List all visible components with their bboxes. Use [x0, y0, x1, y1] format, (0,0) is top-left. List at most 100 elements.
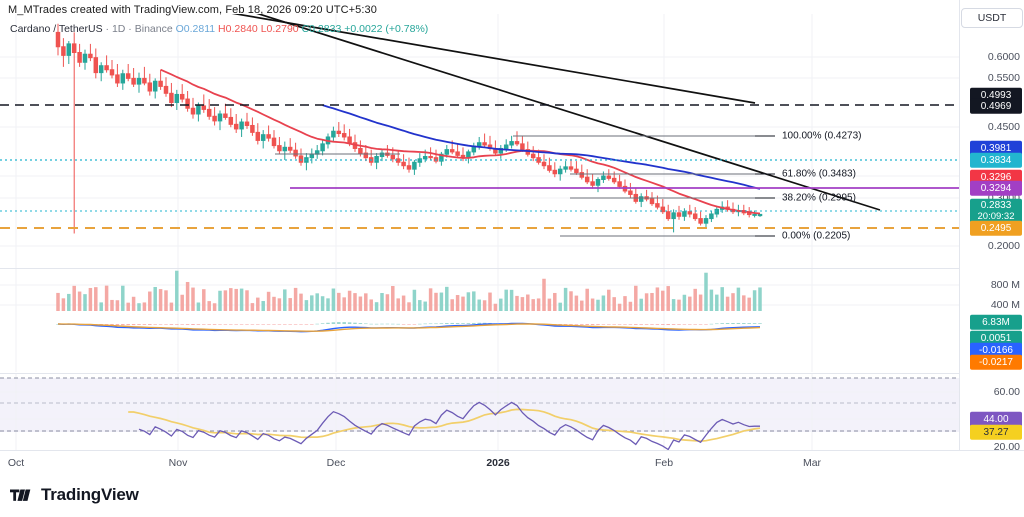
- candle-body: [703, 218, 709, 224]
- macd-histogram-bar: [666, 324, 670, 326]
- time-axis[interactable]: Oct Nov Dec 2026 Feb Mar: [0, 450, 1024, 477]
- macd-histogram-bar: [374, 323, 379, 325]
- axis-tick-0.4500: 0.4500: [987, 121, 1020, 133]
- volume-bar: [380, 293, 384, 311]
- candle-body: [757, 213, 763, 217]
- macd-histogram-bar: [407, 324, 411, 325]
- price-tag-0.4993[interactable]: 0.4993: [970, 87, 1022, 103]
- volume-bar: [423, 301, 427, 311]
- trendline-lower[interactable]: [240, 14, 881, 211]
- volume-bar: [180, 294, 184, 311]
- macd-histogram-bar: [655, 324, 660, 325]
- volume-bar: [104, 285, 109, 311]
- macd-histogram-bar: [466, 323, 471, 324]
- indicator-tag-0.0051[interactable]: 0.0051: [970, 330, 1022, 346]
- symbol-interval[interactable]: 1D: [111, 23, 126, 35]
- macd-histogram-bar: [693, 324, 697, 325]
- volume-bar: [88, 287, 93, 311]
- candle-body: [120, 73, 126, 84]
- price-tag-0.2495[interactable]: 0.2495: [970, 220, 1022, 236]
- candle-body: [439, 153, 444, 162]
- volume-bar: [412, 289, 417, 311]
- indicator-tag-6.83M[interactable]: 6.83M: [970, 314, 1022, 330]
- macd-histogram-bar: [439, 323, 444, 324]
- volume-bar: [299, 293, 303, 311]
- macd-histogram-bar: [682, 324, 687, 325]
- indicator-tag--0.0217[interactable]: -0.0217: [970, 354, 1022, 370]
- macd-histogram-bar: [266, 324, 271, 325]
- volume-bar: [207, 301, 211, 311]
- macd-histogram-bar: [229, 324, 233, 325]
- macd-histogram-bar: [353, 322, 357, 324]
- candle-body: [401, 161, 406, 167]
- volume-bar: [83, 294, 87, 311]
- candle-body: [260, 134, 266, 141]
- axis-tick-0.5500: 0.5500: [987, 72, 1020, 84]
- currency-badge[interactable]: USDT: [961, 8, 1023, 28]
- macd-histogram-bar: [671, 324, 676, 325]
- candle-body: [174, 93, 180, 103]
- candle-body: [196, 105, 201, 115]
- symbol-name[interactable]: Cardano / TetherUS: [10, 23, 103, 35]
- candle-body: [98, 65, 104, 74]
- candle-body: [228, 116, 234, 125]
- symbol-ohlc-legend: Cardano / TetherUS · 1D · Binance O0.281…: [10, 23, 429, 35]
- macd-histogram-bar: [234, 324, 238, 325]
- price-tag-0.3834[interactable]: 0.3834: [970, 152, 1022, 168]
- volume-bar: [342, 297, 346, 311]
- volume-bar: [326, 298, 330, 311]
- indicator-tag--0.0166[interactable]: -0.0166: [970, 342, 1022, 358]
- volume-bar: [482, 300, 487, 311]
- macd-histogram-bar: [445, 323, 449, 324]
- time-label-Oct: Oct: [7, 457, 25, 469]
- macd-histogram-bar: [342, 322, 346, 324]
- candle-body: [541, 161, 547, 167]
- volume-bar: [461, 296, 465, 311]
- price-tag-0.2833[interactable]: 0.2833 20:09:32: [970, 198, 1022, 224]
- macd-histogram-bar: [698, 324, 703, 325]
- volume-bar: [245, 290, 249, 311]
- price-tag-0.3981[interactable]: 0.3981: [970, 140, 1022, 156]
- volume-bar: [650, 292, 654, 311]
- price-tag-0.4969[interactable]: 0.4969: [970, 98, 1022, 114]
- price-gridlines: [0, 14, 960, 268]
- candle-body: [147, 82, 153, 92]
- candle-body: [336, 130, 342, 135]
- volume-bar: [347, 290, 352, 311]
- volume-bar: [628, 301, 633, 311]
- price-tag-0.3294[interactable]: 0.3294: [970, 180, 1022, 196]
- volume-bar: [110, 299, 114, 311]
- rsi-tag-44.00[interactable]: 44.00: [970, 411, 1022, 427]
- volume-bar: [682, 294, 687, 311]
- tradingview-wordmark: TradingView: [41, 485, 139, 504]
- macd-histogram-bar: [185, 324, 190, 325]
- rsi-pane[interactable]: [0, 374, 960, 450]
- macd-histogram-bar: [202, 324, 206, 325]
- volume-bar: [67, 293, 71, 311]
- volume-bar: [261, 301, 265, 311]
- fib-label-618: 61.80% (0.3483): [782, 168, 856, 180]
- price-tag-0.3296[interactable]: 0.3296: [970, 169, 1022, 185]
- macd-histogram-bar: [580, 324, 584, 325]
- candle-body: [255, 131, 261, 141]
- macd-histogram-bar: [180, 324, 184, 325]
- macd-histogram-bar: [121, 324, 125, 326]
- candle-body: [638, 196, 644, 202]
- macd-histogram-bar: [148, 324, 152, 325]
- rsi-tag-37.27[interactable]: 37.27: [970, 424, 1022, 440]
- macd-histogram-bar: [742, 323, 746, 324]
- macd-histogram-bar: [396, 323, 400, 325]
- volume-macd-pane[interactable]: [0, 269, 960, 372]
- volume-bar: [499, 298, 503, 311]
- volume-bar: [677, 299, 681, 311]
- macd-histogram-bar: [709, 323, 714, 325]
- macd-histogram-bar: [158, 324, 163, 325]
- tradingview-logo[interactable]: TradingView: [10, 485, 139, 505]
- price-pane[interactable]: [0, 14, 960, 268]
- volume-bar: [293, 287, 298, 311]
- macd-histogram-bar: [256, 324, 260, 325]
- candle-body: [142, 77, 147, 84]
- volume-bar: [688, 296, 692, 311]
